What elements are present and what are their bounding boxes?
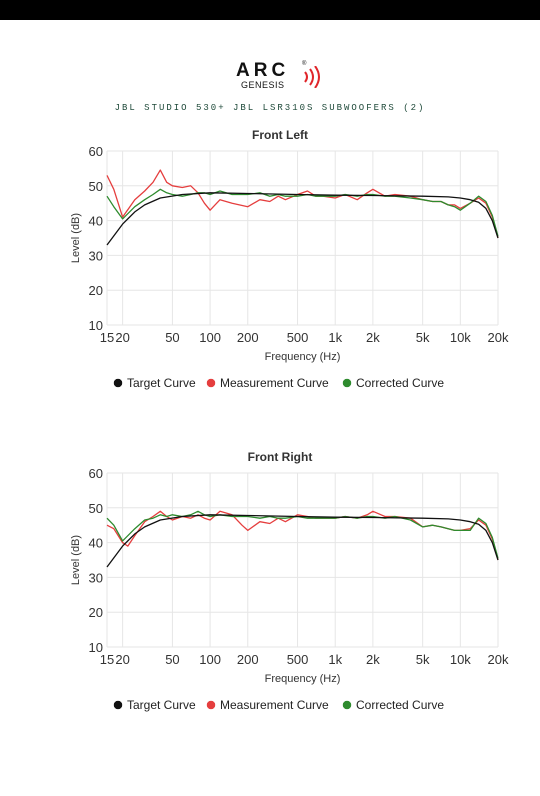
legend-label: Corrected Curve [356, 698, 444, 712]
y-tick-label: 20 [89, 605, 103, 620]
logo-text: ARC [236, 60, 290, 81]
legend-marker [113, 378, 123, 388]
x-tick-label: 15 [100, 330, 114, 345]
x-tick-label: 2k [366, 330, 380, 345]
x-tick-label: 10k [450, 652, 471, 667]
x-tick-label: 1k [328, 330, 342, 345]
x-tick-label: 20 [115, 652, 129, 667]
x-tick-label: 20k [488, 652, 509, 667]
y-axis-label: Level (dB) [70, 213, 82, 263]
target-curve-line [106, 192, 499, 246]
legend-marker [206, 378, 216, 388]
logo-subtext: GENESIS [241, 80, 285, 90]
legend-marker [113, 700, 123, 710]
y-tick-label: 60 [89, 466, 103, 481]
x-tick-label: 500 [287, 652, 309, 667]
x-tick-label: 500 [287, 330, 309, 345]
legend-marker [206, 700, 216, 710]
x-tick-label: 10k [450, 330, 471, 345]
corrected-curve-line [106, 510, 499, 559]
y-tick-label: 10 [89, 640, 103, 655]
y-tick-label: 50 [89, 501, 103, 516]
sound-waves-icon [304, 66, 320, 88]
y-tick-label: 50 [89, 179, 103, 194]
x-axis-label: Frequency (Hz) [265, 673, 341, 685]
legend-label: Target Curve [127, 698, 196, 712]
x-tick-label: 20k [488, 330, 509, 345]
x-tick-label: 5k [416, 330, 430, 345]
x-tick-label: 1k [328, 652, 342, 667]
x-tick-label: 50 [165, 652, 179, 667]
chart-title: Front Left [252, 128, 308, 142]
top-bar [0, 0, 540, 20]
y-tick-label: 40 [89, 536, 103, 551]
x-tick-label: 50 [165, 330, 179, 345]
legend-marker [342, 700, 352, 710]
y-tick-label: 60 [89, 144, 103, 159]
legend-label: Measurement Curve [220, 376, 329, 390]
x-tick-label: 200 [237, 652, 259, 667]
x-axis-label: Frequency (Hz) [265, 351, 341, 363]
arc-genesis-logo: ARC ® GENESIS [0, 60, 540, 92]
system-subtitle: JBL STUDIO 530+ JBL LSR310S SUBWOOFERS (… [114, 103, 426, 113]
x-tick-label: 100 [199, 330, 221, 345]
x-tick-label: 15 [100, 652, 114, 667]
measurement-curve-line [106, 169, 499, 239]
x-tick-label: 2k [366, 652, 380, 667]
legend-marker [342, 378, 352, 388]
y-axis-label: Level (dB) [70, 535, 82, 585]
target-curve-line [106, 514, 499, 568]
y-tick-label: 30 [89, 570, 103, 585]
x-tick-label: 5k [416, 652, 430, 667]
x-tick-label: 20 [115, 330, 129, 345]
chart-title: Front Right [248, 450, 313, 464]
legend-label: Target Curve [127, 376, 196, 390]
x-tick-label: 200 [237, 330, 259, 345]
registered-mark: ® [302, 61, 307, 67]
y-tick-label: 10 [89, 318, 103, 333]
y-tick-label: 40 [89, 214, 103, 229]
x-tick-label: 100 [199, 652, 221, 667]
y-tick-label: 30 [89, 248, 103, 263]
corrected-curve-line [106, 188, 499, 237]
legend-label: Measurement Curve [220, 698, 329, 712]
legend-label: Corrected Curve [356, 376, 444, 390]
y-tick-label: 20 [89, 283, 103, 298]
